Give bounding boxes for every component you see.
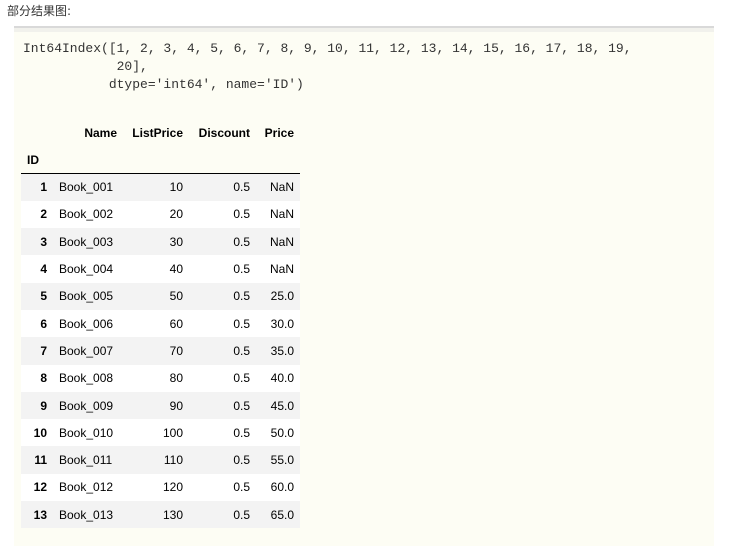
cell-name: Book_008 <box>59 371 114 386</box>
caption: 部分结果图: <box>7 4 72 18</box>
cell-listprice: 100 <box>162 425 183 440</box>
cell-discount: 0.5 <box>233 289 250 304</box>
table-row: 9 Book_009 90 0.5 45.0 <box>21 391 300 420</box>
cell-price: 30.0 <box>270 316 294 331</box>
cell-price: 50.0 <box>270 425 294 440</box>
cell-discount: 0.5 <box>233 425 250 440</box>
table-row: 7 Book_007 70 0.5 35.0 <box>21 337 300 365</box>
cell-name: Book_007 <box>59 343 114 358</box>
cell-listprice: 50 <box>169 289 183 304</box>
code-line: dtype='int64', name='ID') <box>23 77 304 92</box>
cell-listprice: 110 <box>163 453 183 468</box>
table-row: 13 Book_013 130 0.5 65.0 <box>21 501 300 529</box>
row-index: 7 <box>40 343 47 358</box>
cell-name: Book_005 <box>59 289 114 304</box>
cell-name: Book_011 <box>59 453 113 468</box>
output-panel: Int64Index([1, 2, 3, 4, 5, 6, 7, 8, 9, 1… <box>14 26 714 546</box>
cell-listprice: 80 <box>169 371 183 386</box>
cell-price: NaN <box>269 262 294 277</box>
cell-listprice: 90 <box>169 398 183 413</box>
cell-discount: 0.5 <box>233 507 250 522</box>
cell-name: Book_013 <box>59 507 114 522</box>
cell-listprice: 120 <box>162 480 183 495</box>
row-index: 4 <box>40 262 47 277</box>
dataframe-table: Name ListPrice Discount Price ID 1 Book_0… <box>21 120 300 529</box>
row-index: 9 <box>40 398 47 413</box>
cell-name: Book_012 <box>59 480 114 495</box>
cell-price: NaN <box>269 234 294 249</box>
index-header-row: ID <box>21 146 300 174</box>
cell-discount: 0.5 <box>233 371 250 386</box>
cell-name: Book_003 <box>59 234 114 249</box>
cell-listprice: 60 <box>169 316 183 331</box>
table-row: 1 Book_001 10 0.5 NaN <box>21 173 300 201</box>
cell-listprice: 70 <box>169 343 183 358</box>
row-index: 11 <box>34 453 47 468</box>
cell-discount: 0.5 <box>233 234 250 249</box>
panel-top-strip <box>14 28 714 32</box>
cell-listprice: 20 <box>169 207 183 222</box>
cell-listprice: 30 <box>169 234 183 249</box>
cell-price: 45.0 <box>270 398 294 413</box>
row-index: 6 <box>40 316 47 331</box>
cell-price: 65.0 <box>270 507 294 522</box>
cell-discount: 0.5 <box>233 453 250 468</box>
row-index: 10 <box>33 425 47 440</box>
table-row: 3 Book_003 30 0.5 NaN <box>21 228 300 256</box>
code-line: Int64Index([1, 2, 3, 4, 5, 6, 7, 8, 9, 1… <box>23 41 632 56</box>
cell-listprice: 40 <box>169 262 183 277</box>
row-index: 12 <box>33 480 47 495</box>
cell-name: Book_006 <box>59 316 114 331</box>
row-index: 3 <box>40 234 47 249</box>
row-index: 5 <box>40 289 47 304</box>
cell-name: Book_002 <box>59 207 114 222</box>
cell-price: NaN <box>269 180 294 195</box>
table-row: 4 Book_004 40 0.5 NaN <box>21 255 300 283</box>
cell-discount: 0.5 <box>233 343 250 358</box>
cell-price: 35.0 <box>270 343 294 358</box>
cell-listprice: 10 <box>169 180 183 195</box>
cell-price: 40.0 <box>270 371 294 386</box>
index-header-blank <box>256 146 300 174</box>
cell-discount: 0.5 <box>233 262 250 277</box>
table-row: 11 Book_011 110 0.5 55.0 <box>21 446 300 474</box>
table-row: 12 Book_012 120 0.5 60.0 <box>21 473 300 502</box>
index-name: ID <box>21 146 53 174</box>
header-price: Price <box>264 126 294 140</box>
header-blank <box>21 120 53 146</box>
code-line: 20], <box>23 59 148 74</box>
cell-discount: 0.5 <box>233 207 250 222</box>
cell-price: 60.0 <box>270 480 294 495</box>
header-listprice: ListPrice <box>132 126 183 140</box>
column-header-row: Name ListPrice Discount Price <box>21 120 300 146</box>
table-row: 8 Book_008 80 0.5 40.0 <box>21 364 300 392</box>
cell-discount: 0.5 <box>233 180 250 195</box>
cell-price: 25.0 <box>270 289 294 304</box>
table-row: 10 Book_010 100 0.5 50.0 <box>21 419 300 447</box>
cell-name: Book_009 <box>59 398 114 413</box>
index-header-blank <box>123 146 189 174</box>
code-output: Int64Index([1, 2, 3, 4, 5, 6, 7, 8, 9, 1… <box>23 40 632 94</box>
index-header-blank <box>53 146 123 174</box>
cell-price: 55.0 <box>270 453 294 468</box>
cell-discount: 0.5 <box>233 316 250 331</box>
header-discount: Discount <box>198 126 250 140</box>
cell-name: Book_010 <box>59 425 114 440</box>
table-row: 2 Book_002 20 0.5 NaN <box>21 200 300 229</box>
table-body: 1 Book_001 10 0.5 NaN 2 Book_002 20 0.5 NaN 3 Book_… <box>21 173 300 529</box>
cell-name: Book_001 <box>59 180 114 195</box>
cell-name: Book_004 <box>59 262 114 277</box>
cell-discount: 0.5 <box>233 398 250 413</box>
row-index: 2 <box>40 207 47 222</box>
table-row: 5 Book_005 50 0.5 25.0 <box>21 282 300 310</box>
header-name: Name <box>84 126 117 140</box>
cell-listprice: 130 <box>162 507 183 522</box>
row-index: 8 <box>40 371 47 386</box>
table-row: 6 Book_006 60 0.5 30.0 <box>21 309 300 338</box>
cell-price: NaN <box>269 207 294 222</box>
row-index: 13 <box>33 507 47 522</box>
index-header-blank <box>189 146 256 174</box>
row-index: 1 <box>40 180 47 195</box>
cell-discount: 0.5 <box>233 480 250 495</box>
